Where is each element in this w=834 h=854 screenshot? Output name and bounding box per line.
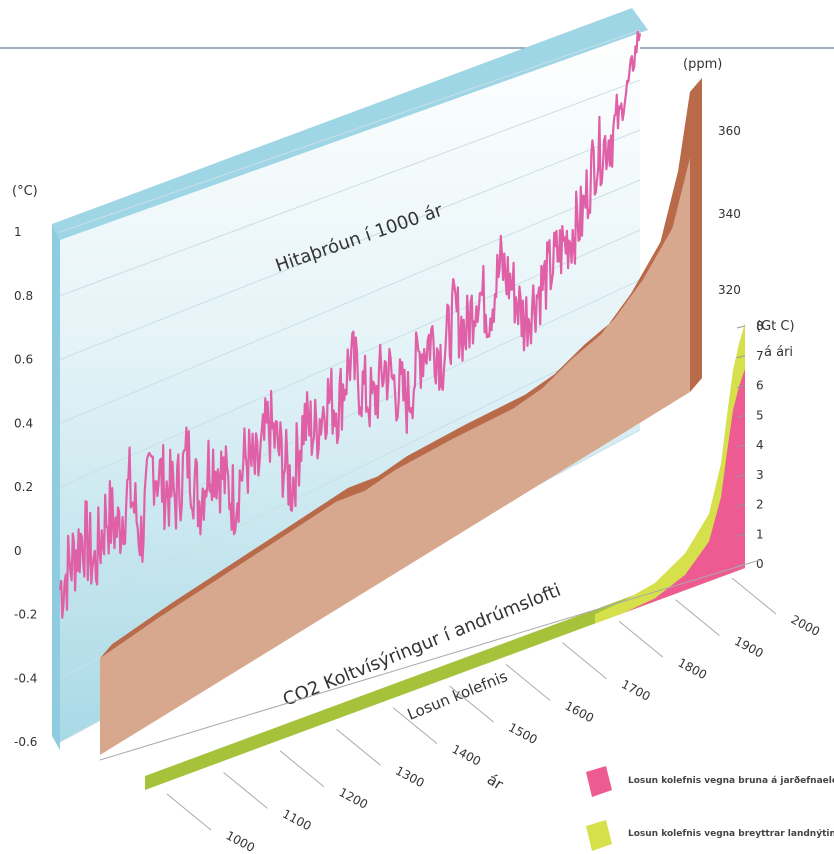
temperature-tick-label: -0.6	[14, 735, 37, 749]
temperature-gridline	[59, 29, 641, 233]
temperature-panel	[60, 30, 640, 742]
emissions-tick-label: 1	[756, 527, 764, 541]
co2-unit: (ppm)	[683, 57, 722, 72]
legend-swatch-land-use	[586, 820, 612, 851]
emissions-tick-label: 0	[756, 557, 764, 571]
x-axis-tick-line	[223, 772, 268, 809]
x-axis-line	[99, 559, 761, 761]
temperature-gridline	[59, 279, 641, 552]
x-axis-tick-line	[392, 707, 438, 744]
temperature-tick-label: 0.4	[14, 416, 33, 430]
co2-tick-labels: 360 340 320	[718, 124, 741, 297]
co2-tick-label: 320	[718, 283, 741, 297]
emissions-tick-mark	[736, 444, 746, 448]
fossil-emissions-area	[595, 368, 745, 624]
emissions-tick-labels: 8 7 6 5 4 3 2 1 0	[736, 319, 764, 571]
emissions-tick-mark	[736, 414, 746, 418]
x-axis-tick-line	[562, 642, 607, 680]
x-axis-tick-line	[166, 793, 212, 831]
co2-area-front	[100, 92, 690, 755]
temperature-gridline	[59, 129, 641, 360]
emissions-unit: (Gt C)	[756, 319, 795, 334]
x-axis-tick-line	[449, 685, 494, 723]
emissions-ribbons	[145, 323, 745, 790]
temperature-tick-label: 0.2	[14, 480, 33, 494]
x-axis-tick-line	[505, 664, 551, 701]
x-axis-tick-label: 1700	[619, 677, 653, 704]
x-axis-tick-label: 1500	[506, 720, 540, 747]
x-axis-tick-line	[279, 750, 325, 788]
co2-area-end	[690, 78, 702, 392]
emissions-tick-mark	[736, 474, 746, 478]
emissions-tick-mark	[736, 325, 746, 329]
x-axis-tick-label: 1800	[676, 655, 710, 682]
emissions-tick-mark	[736, 385, 746, 388]
legend-swatch-fossil	[586, 766, 612, 797]
emissions-tick-label: 6	[756, 379, 764, 393]
emissions-tick-mark	[736, 504, 746, 507]
temperature-gridline	[59, 79, 641, 297]
emissions-tick-label: 4	[756, 438, 764, 452]
emissions-tick-label: 2	[756, 498, 764, 512]
emissions-tick-mark	[736, 533, 746, 537]
x-axis-tick-label: 1900	[732, 634, 766, 661]
legend: Losun kolefnis vegna bruna á jarðefnaeld…	[586, 766, 834, 851]
temperature-series-line	[58, 30, 642, 619]
x-axis-tick-line	[675, 599, 720, 636]
co2-tick-label: 340	[718, 207, 741, 221]
x-axis-tick-line	[618, 620, 664, 658]
x-axis-tick-line	[336, 728, 381, 766]
legend-item-fossil: Losun kolefnis vegna bruna á jarðefnaeld…	[586, 766, 834, 797]
emissions-unit-2: á ári	[764, 345, 793, 360]
temperature-unit: (°C)	[12, 184, 38, 199]
emissions-tick-label: 3	[756, 468, 764, 482]
co2-ribbon	[100, 78, 702, 755]
temperature-tick-label: 1	[14, 225, 22, 239]
temperature-panel-side	[52, 224, 60, 750]
x-axis-tick-label: 2000	[789, 612, 823, 639]
temperature-gridline	[59, 329, 641, 615]
temperature-tick-labels: 1 0.8 0.6 0.4 0.2 0 -0.2 -0.4 -0.6	[14, 225, 37, 749]
x-axis-tick-label: 1000	[224, 828, 258, 854]
temperature-tick-label: 0.8	[14, 289, 33, 303]
emissions-tick-label: 8	[756, 319, 764, 333]
temperature-panel-top	[52, 8, 648, 240]
emissions-tick-mark	[736, 355, 746, 359]
x-axis-tick-line	[731, 577, 777, 615]
temperature-tick-label: 0	[14, 544, 22, 558]
emissions-tick-label: 5	[756, 408, 764, 422]
emissions-tick-label: 7	[756, 349, 764, 363]
temperature-gridline	[59, 179, 641, 424]
x-axis-label: ár	[484, 770, 507, 794]
temperature-tick-label: 0.6	[14, 353, 33, 367]
x-axis-tick-label: 1600	[563, 699, 597, 726]
x-axis-tick-label: 1100	[280, 807, 314, 834]
temperature-tick-label: -0.2	[14, 608, 37, 622]
legend-label-land-use: Losun kolefnis vegna breyttrar landnýtin…	[628, 829, 834, 839]
temperature-tick-label: -0.4	[14, 671, 37, 685]
emissions-baseline-strip	[145, 554, 745, 790]
x-axis-tick-label: 1400	[450, 742, 484, 769]
legend-label-fossil: Losun kolefnis vegna bruna á jarðefnaeld…	[628, 776, 834, 786]
emissions-tick-mark	[736, 563, 746, 567]
co2-tick-label: 360	[718, 124, 741, 138]
x-axis-tick-label: 1300	[393, 763, 427, 790]
x-axis-tick-label: 1200	[337, 785, 371, 812]
legend-item-land-use: Losun kolefnis vegna breyttrar landnýtin…	[586, 820, 834, 851]
